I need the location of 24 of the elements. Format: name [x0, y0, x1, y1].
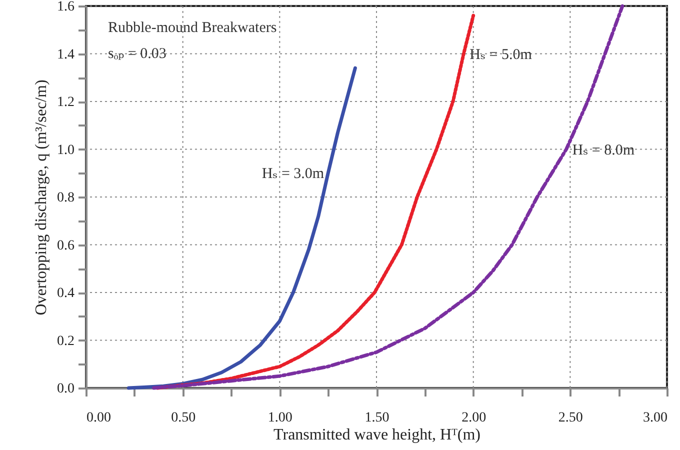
y-tick-label: 0.0: [57, 382, 74, 396]
x-tick-label: 0.00: [86, 410, 111, 426]
y-tick-label: 1.6: [57, 0, 74, 14]
annotation: Hₛ = 8.0m: [572, 142, 635, 158]
annotation: Hₛ = 5.0m: [470, 46, 532, 63]
annotation: Hₛ = 3.0m: [262, 166, 324, 182]
annotation: sₒₚ = 0.03: [108, 46, 166, 62]
x-tick-label: 0.50: [171, 410, 196, 426]
y-tick-label: 0.2: [57, 334, 74, 349]
x-tick-label: 1.50: [364, 410, 390, 426]
x-tick-label: 1.00: [268, 410, 292, 426]
y-tick-label: 1.2: [57, 95, 74, 110]
x-tick-label: 2.00: [462, 410, 486, 426]
x-axis-title: Transmitted wave height, Hᵀ(m): [274, 426, 480, 444]
y-tick-label: 0.4: [57, 286, 74, 301]
y-axis-title: Overtopping discharge, q (m³/sec/m): [33, 80, 50, 316]
x-tick-label: 3.00: [643, 410, 668, 426]
y-tick-label: 1.4: [57, 47, 74, 62]
y-tick-label: 0.6: [57, 238, 74, 254]
y-tick-label: 1.0: [57, 142, 74, 158]
y-tick-label: 0.8: [57, 190, 74, 206]
x-tick-label: 2.50: [558, 410, 583, 426]
line-series: [126, 66, 357, 390]
annotation: Rubble-mound Breakwaters: [108, 20, 277, 36]
